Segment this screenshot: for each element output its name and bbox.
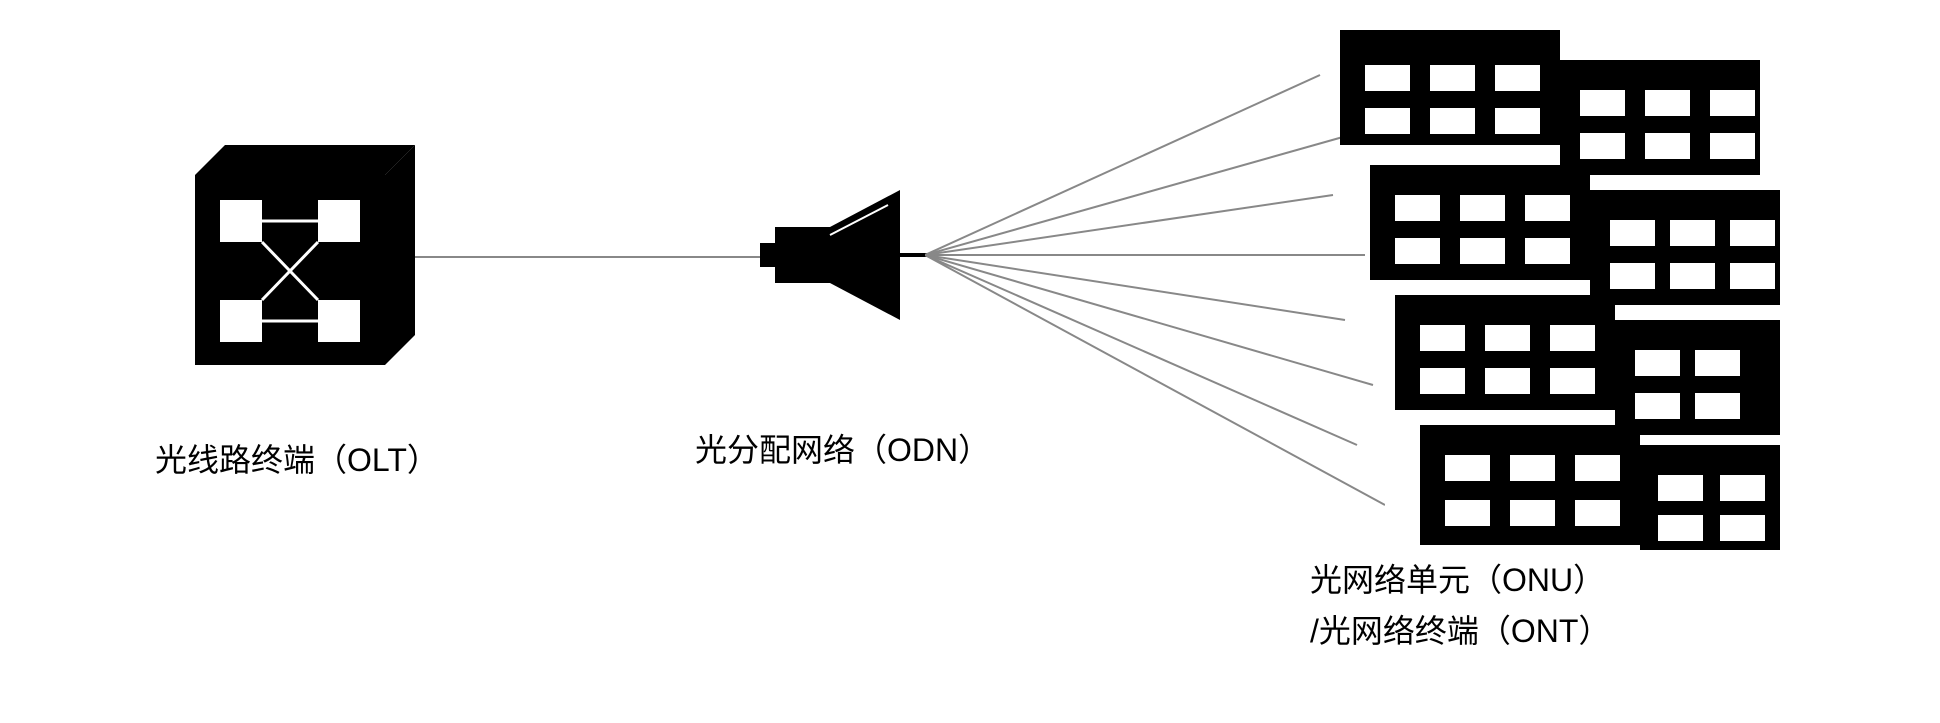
onu-label: 光网络单元（ONU） /光网络终端（ONT） (1310, 555, 1610, 657)
odn-splitter (760, 185, 930, 325)
olt-device (195, 145, 415, 365)
onu-label-line1: 光网络单元（ONU） (1310, 562, 1605, 598)
pon-diagram: 光线路终端（OLT） 光分配网络（ODN） (0, 0, 1940, 723)
onu-buildings (1280, 30, 1780, 550)
olt-label: 光线路终端（OLT） (155, 435, 439, 481)
onu-label-line2: /光网络终端（ONT） (1310, 613, 1610, 649)
olt-odn-connection (415, 256, 760, 258)
